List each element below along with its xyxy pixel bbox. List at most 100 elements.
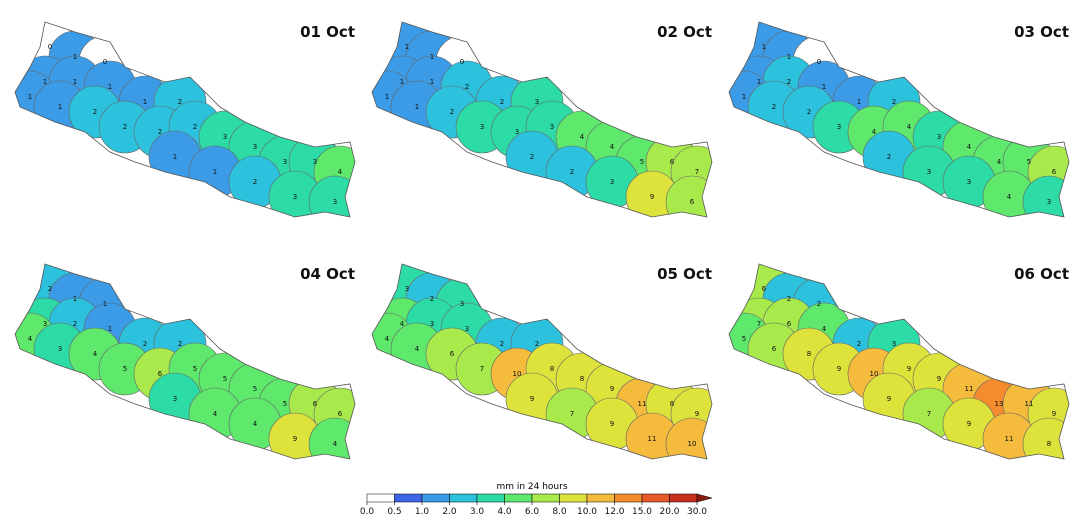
district-value: 9 [530, 395, 534, 403]
colorbar-tick-label: 1.0 [415, 507, 430, 517]
district-value: 2 [193, 123, 197, 131]
colorbar-segment [669, 493, 698, 503]
colorbar-tick-label: 15.0 [632, 507, 652, 517]
district-value: 9 [937, 375, 941, 383]
district-value: 2 [500, 98, 504, 106]
district-value: 4 [872, 128, 877, 136]
district-value: 3 [937, 133, 941, 141]
district-value: 2 [123, 123, 127, 131]
country-border [371, 263, 713, 460]
district-value: 3 [892, 340, 896, 348]
district-value: 3 [550, 123, 554, 131]
panel-title: 04 Oct [300, 265, 355, 283]
district-value: 3 [173, 395, 177, 403]
colorbar-tick-label: 2.0 [442, 507, 457, 517]
districts [372, 22, 712, 217]
district-value: 7 [695, 168, 699, 176]
colorbar-extend-arrow [696, 493, 713, 503]
district-value: 9 [610, 420, 614, 428]
district-value: 3 [837, 123, 841, 131]
district-value: 4 [415, 345, 420, 353]
district-value: 0 [460, 58, 464, 66]
colorbar-tick-label: 12.0 [604, 507, 624, 517]
district-value: 4 [213, 410, 218, 418]
district-value: 1 [108, 325, 112, 333]
district-value: 8 [1047, 440, 1051, 448]
colorbar-tick-label: 0.5 [387, 507, 401, 517]
district-value: 8 [807, 350, 811, 358]
district-value: 1 [58, 103, 62, 111]
district-value: 1 [108, 83, 112, 91]
district-value: 9 [967, 420, 971, 428]
district-value: 9 [293, 435, 297, 443]
district-value: 5 [742, 335, 746, 343]
districts [729, 264, 1069, 459]
district-value: 7 [757, 320, 761, 328]
colorbar-tick-label: 0.0 [360, 507, 375, 517]
district-value: 4 [93, 350, 98, 358]
colorbar-segment [366, 493, 395, 503]
district-value: 4 [385, 335, 390, 343]
colorbar-tick-label: 30.0 [687, 507, 707, 517]
map-panel: 6 2 2 7 6 4 2 3 5 6 8 9 10 9 9 11 13 11 9 9 7 9 11 8 06 Oct [728, 263, 1070, 460]
district-value: 1 [757, 78, 761, 86]
district-value: 4 [1007, 193, 1012, 201]
district-value: 2 [772, 103, 776, 111]
district-value: 1 [742, 93, 746, 101]
colorbar-segment [614, 493, 643, 503]
district-value: 3 [967, 178, 971, 186]
map-panel: 1 1 0 1 1 2 2 3 1 1 2 3 3 3 4 4 5 6 7 2 2 3 9 6 02 Oct [371, 21, 713, 218]
district-value: 2 [892, 98, 896, 106]
district-value: 6 [690, 198, 695, 206]
district-value: 4 [610, 143, 615, 151]
district-value: 5 [223, 375, 227, 383]
district-value: 3 [430, 320, 434, 328]
district-value: 1 [43, 78, 47, 86]
district-value: 1 [857, 98, 861, 106]
district-value: 3 [405, 285, 409, 293]
district-value: 2 [535, 340, 539, 348]
district-value: 1 [430, 78, 434, 86]
country-border [14, 263, 356, 460]
colorbar-segment [449, 493, 478, 503]
district-value: 2 [178, 98, 182, 106]
district-value: 1 [762, 43, 766, 51]
district-value: 3 [515, 128, 519, 136]
district-value: 4 [338, 168, 343, 176]
districts [15, 22, 355, 217]
district-value: 1 [73, 78, 77, 86]
district-value: 3 [58, 345, 62, 353]
district-value: 5 [253, 385, 257, 393]
district-value: 6 [787, 320, 792, 328]
district-value: 2 [93, 108, 97, 116]
district-value: 1 [430, 53, 434, 61]
district-value: 2 [570, 168, 574, 176]
district-value: 4 [997, 158, 1002, 166]
district-value: 10 [513, 370, 522, 378]
district-value: 6 [772, 345, 777, 353]
panel-title: 03 Oct [1014, 23, 1069, 41]
district-value: 6 [158, 370, 163, 378]
colorbar-tick-label: 4.0 [497, 507, 512, 517]
district-value: 1 [400, 78, 404, 86]
district-value: 1 [385, 93, 389, 101]
country-border [371, 21, 713, 218]
district-value: 1 [822, 83, 826, 91]
district-value: 2 [73, 320, 77, 328]
colorbar-segment [586, 493, 615, 503]
district-value: 1 [173, 153, 177, 161]
map-panel: 3 2 3 4 3 3 2 2 4 4 6 7 10 8 8 9 11 8 9 9 7 9 11 10 05 Oct [371, 263, 713, 460]
district-value: 7 [570, 410, 574, 418]
district-value: 1 [787, 53, 791, 61]
district-value: 1 [103, 300, 107, 308]
district-value: 2 [807, 108, 811, 116]
district-value: 3 [480, 123, 484, 131]
district-value: 3 [293, 193, 297, 201]
district-value: 8 [550, 365, 554, 373]
district-value: 11 [965, 385, 974, 393]
country-border [728, 263, 1070, 460]
colorbar-label: mm in 24 hours [496, 482, 567, 492]
map-panel: 2 1 1 3 2 1 2 2 4 3 4 5 6 5 5 5 5 6 6 3 4 4 9 4 04 Oct [14, 263, 356, 460]
district-value: 6 [313, 400, 318, 408]
panel-title: 01 Oct [300, 23, 355, 41]
